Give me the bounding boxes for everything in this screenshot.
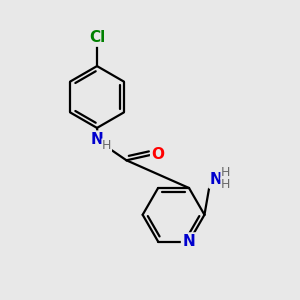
Text: N: N xyxy=(91,132,103,147)
Text: H: H xyxy=(102,139,111,152)
Text: Cl: Cl xyxy=(89,30,105,45)
Text: H: H xyxy=(221,166,230,179)
Text: N: N xyxy=(183,234,195,249)
Text: H: H xyxy=(221,178,230,191)
Text: N: N xyxy=(210,172,223,187)
Text: O: O xyxy=(152,147,165,162)
